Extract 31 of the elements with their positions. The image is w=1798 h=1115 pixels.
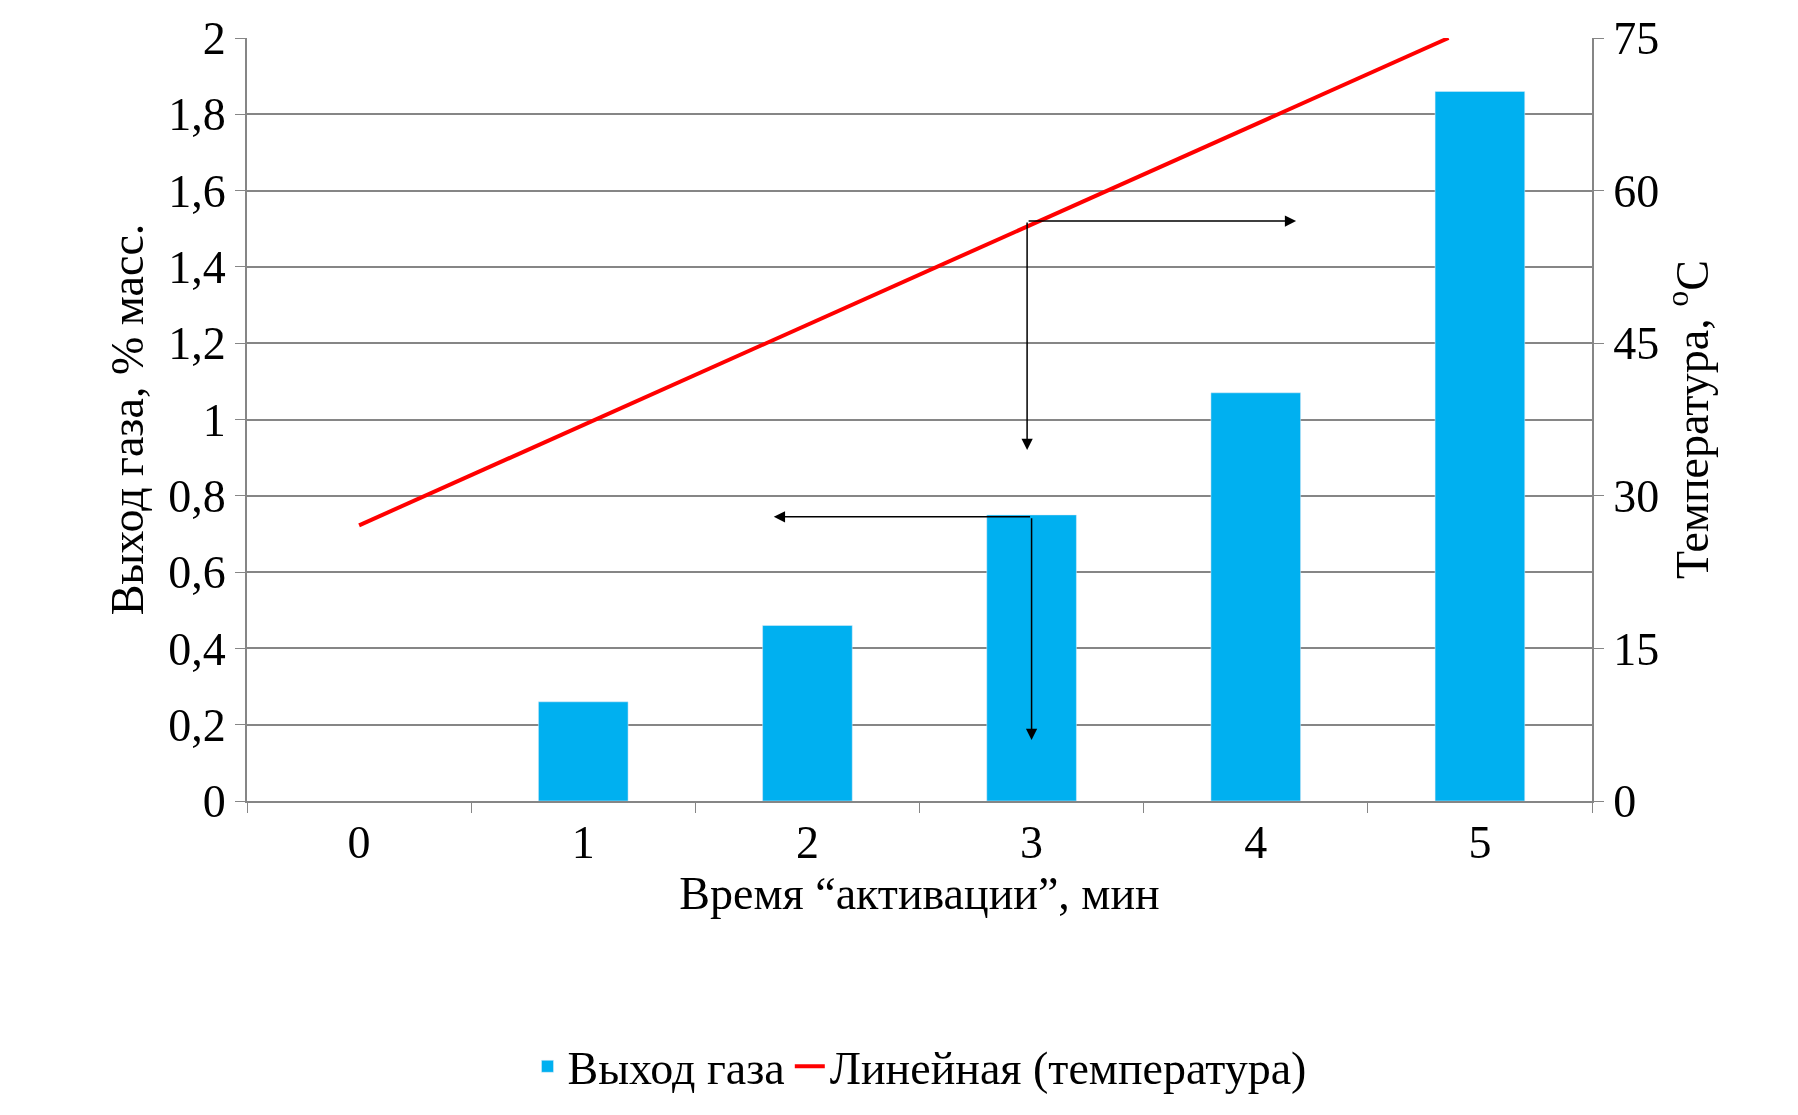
y-tick-label: 0,6	[168, 547, 226, 599]
y-tick-label: 1,6	[168, 165, 226, 217]
y-tick-label: 1	[202, 394, 226, 446]
y2-tick-label: 75	[1613, 13, 1660, 65]
x-tick-label: 5	[1468, 817, 1492, 869]
legend-label: Линейная (температура)	[829, 1043, 1307, 1095]
y-tick-label: 1,4	[168, 242, 226, 293]
x-tick-label: 4	[1244, 817, 1268, 869]
y-tick-label: 1,8	[168, 89, 226, 141]
bar	[538, 701, 629, 801]
bar	[762, 625, 853, 801]
y2-tick-label: 15	[1613, 623, 1660, 675]
y-tick-label: 0,2	[168, 699, 226, 751]
bar	[1434, 91, 1525, 801]
x-tick-label: 0	[347, 817, 371, 869]
x-axis-title: Время “активации”, мин	[679, 868, 1160, 920]
x-tick-label: 3	[1020, 817, 1044, 869]
x-tick-label: 1	[571, 817, 595, 869]
y-tick-label: 0	[202, 776, 226, 828]
y2-tick-label: 45	[1613, 318, 1660, 370]
y2-tick-label: 0	[1613, 776, 1637, 828]
y-tick-label: 1,2	[168, 318, 226, 370]
y-axis-title: Выход газа, % масс.	[102, 223, 154, 616]
y-tick-label: 2	[202, 13, 226, 65]
bar	[1210, 392, 1301, 801]
y2-tick-label: 30	[1613, 470, 1660, 522]
y2-tick-label: 60	[1613, 165, 1660, 217]
y-tick-label: 0,8	[168, 470, 226, 522]
y-tick-label: 0,4	[168, 623, 226, 675]
legend-label: Выход газа	[567, 1043, 785, 1095]
x-tick-label: 2	[795, 817, 819, 869]
